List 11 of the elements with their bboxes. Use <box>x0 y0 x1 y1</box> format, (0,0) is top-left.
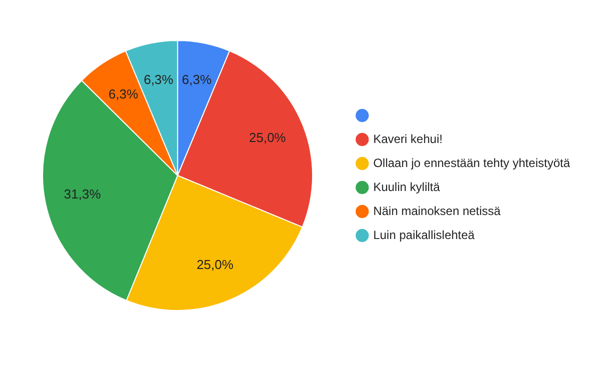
legend-label: Näin mainoksen netissä <box>373 204 501 218</box>
data-label: 6,3% <box>144 72 174 87</box>
legend-label: Kaveri kehui! <box>373 132 443 146</box>
data-label: 6,3% <box>182 72 212 87</box>
data-label: 25,0% <box>248 130 286 145</box>
data-label: 6,3% <box>108 86 139 102</box>
legend-label: Luin paikallislehteä <box>373 228 475 242</box>
legend-label: Ollaan jo ennestään tehty yhteistyötä <box>373 156 570 170</box>
legend-label: Kuulin kyliltä <box>373 180 440 194</box>
data-label: 25,0% <box>196 256 234 272</box>
data-label: 31,3% <box>64 186 102 202</box>
